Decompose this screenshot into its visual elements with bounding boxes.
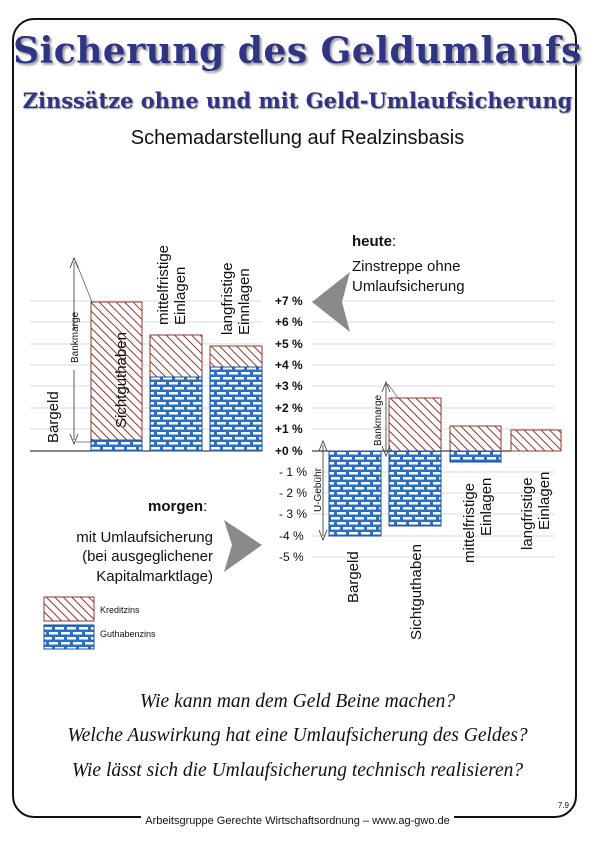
bar-left-sichtguthaben-guthaben — [90, 439, 143, 452]
bar-left-langfristig-guthaben — [209, 366, 263, 452]
legend-guthaben-swatch — [43, 624, 95, 650]
right-cat-label: mittelfristige — [461, 483, 478, 563]
tick-label: +6 % — [275, 315, 303, 329]
morgen-arrow-icon — [224, 520, 262, 572]
left-cat-label: Bargeld — [45, 391, 62, 443]
left-cat-label: Sichtguthaben — [113, 332, 130, 428]
right-cat-label: Einlagen — [478, 478, 495, 536]
tick-label: +7 % — [275, 294, 303, 308]
question-3: Wie lässt sich die Umlaufsicherung techn… — [71, 760, 524, 781]
left-cat-label: langfristige — [219, 262, 236, 335]
legend-kredit-swatch — [43, 596, 95, 622]
right-cat-label: Sichtguthaben — [408, 544, 425, 640]
right-cat-label: langfristige — [519, 477, 536, 550]
right-bankmarge-label: Bankmarge — [373, 394, 384, 446]
legend-guthaben-label: Guthabenzins — [100, 629, 156, 639]
morgen-text: (bei ausgeglichener — [82, 548, 213, 565]
page-subtitle: Zinssätze ohne und mit Geld-Umlaufsicher… — [22, 88, 573, 113]
morgen-label: morgen: — [148, 498, 207, 515]
right-cat-label: Bargeld — [345, 551, 362, 603]
bar-right-bargeld-guthaben — [328, 450, 382, 537]
tick-label: +0 % — [275, 444, 303, 458]
heute-arrow-icon — [312, 272, 350, 332]
right-ugebuehr-label: U-Gebühr — [313, 467, 324, 512]
tick-label: -5 % — [279, 550, 304, 564]
left-cat-label: Einlagen — [172, 267, 189, 325]
question-2: Welche Auswirkung hat eine Umlaufsicheru… — [67, 725, 528, 746]
question-1: Wie kann man dem Geld Beine machen? — [139, 691, 456, 712]
tick-label: +4 % — [275, 358, 303, 372]
right-ugebuehr-bracket — [318, 439, 328, 542]
tick-label: +5 % — [275, 337, 303, 351]
tick-label: +2 % — [275, 401, 303, 415]
footer-text: Arbeitsgruppe Gerechte Wirtschaftsordnun… — [141, 815, 454, 827]
bar-left-sichtguthaben-kredit — [90, 301, 143, 452]
left-cat-label: Einnlagen — [236, 268, 253, 335]
left-bankmarge-label: Bankmarge — [70, 311, 81, 363]
heute-text: Umlaufsicherung — [352, 278, 465, 295]
page-title: Sicherung des Geldumlaufs — [13, 30, 582, 72]
tick-label: +3 % — [275, 379, 303, 393]
bar-right-langfristig-kredit — [510, 429, 562, 452]
legend-kredit-label: Kreditzins — [100, 605, 140, 615]
heute-text: Zinstreppe ohne — [352, 258, 460, 275]
tick-label: - 2 % — [279, 486, 307, 500]
right-cat-label: Einlagen — [536, 472, 553, 530]
left-cat-label: mittelfristige — [155, 245, 172, 325]
page-number: 7.9 — [557, 801, 569, 810]
morgen-text: Kapitalmarktlage) — [96, 568, 213, 585]
tick-label: +1 % — [275, 422, 303, 436]
bar-right-mittelfristig-guthaben — [449, 450, 502, 463]
page-caption: Schemadarstellung auf Realzinsbasis — [130, 127, 465, 149]
bar-right-mittelfristig-kredit — [449, 425, 502, 452]
morgen-text: mit Umlaufsicherung — [76, 529, 213, 546]
tick-label: - 1 % — [279, 465, 307, 479]
bar-right-sichtguthaben-kredit — [388, 397, 442, 452]
tick-label: - 3 % — [279, 507, 307, 521]
bar-left-mittelfristig-guthaben — [149, 376, 203, 452]
heute-label: heute: — [352, 233, 396, 250]
tick-label: -4 % — [279, 529, 304, 543]
footer: Arbeitsgruppe Gerechte Wirtschaftsordnun… — [0, 815, 595, 827]
right-bankmarge-bracket — [381, 380, 399, 458]
bar-right-sichtguthaben-guthaben — [388, 450, 442, 527]
left-bankmarge-bracket — [69, 256, 93, 446]
